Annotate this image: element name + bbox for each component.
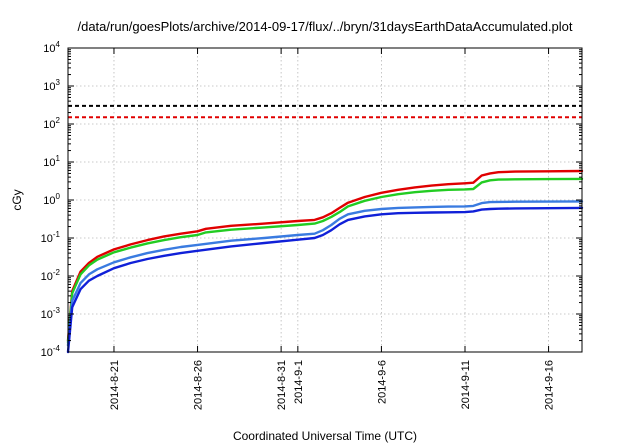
y-tick-label: 10-4: [41, 344, 61, 359]
y-axis-label: cGy: [10, 189, 24, 210]
series-line: [66, 200, 584, 347]
y-tick-label: 100: [43, 192, 60, 207]
y-tick-label: 102: [43, 116, 60, 131]
series-lines: [66, 169, 584, 354]
y-axis-ticks: 10-4 10-3 10-2 10-1 100 101 102 103 104: [41, 40, 582, 359]
y-tick-label: 10-3: [41, 306, 61, 321]
grid: [68, 47, 582, 353]
x-axis-ticks: 2014-8-21 2014-8-26 2014-8-31 2014-9-1 2014-…: [109, 48, 556, 410]
x-tick-label: 2014-8-26: [193, 360, 205, 410]
series-line: [66, 177, 584, 344]
x-tick-label: 2014-9-1: [293, 360, 305, 404]
x-tick-label: 2014-9-16: [544, 360, 556, 410]
x-tick-label: 2014-9-11: [460, 360, 472, 409]
x-axis-label: Coordinated Universal Time (UTC): [233, 429, 417, 443]
x-tick-label: 2014-8-31: [276, 360, 288, 410]
x-tick-label: 2014-9-6: [376, 360, 388, 404]
series-line: [66, 206, 584, 354]
y-tick-label: 101: [43, 154, 60, 169]
y-tick-label: 10-1: [41, 230, 61, 245]
y-tick-label: 103: [43, 78, 60, 93]
x-tick-label: 2014-8-21: [109, 360, 121, 410]
y-tick-label: 10-2: [41, 268, 61, 283]
reference-lines: [68, 104, 582, 119]
chart-title: /data/run/goesPlots/archive/2014-09-17/f…: [77, 19, 572, 34]
y-tick-label: 104: [43, 40, 60, 55]
series-line: [66, 169, 584, 342]
